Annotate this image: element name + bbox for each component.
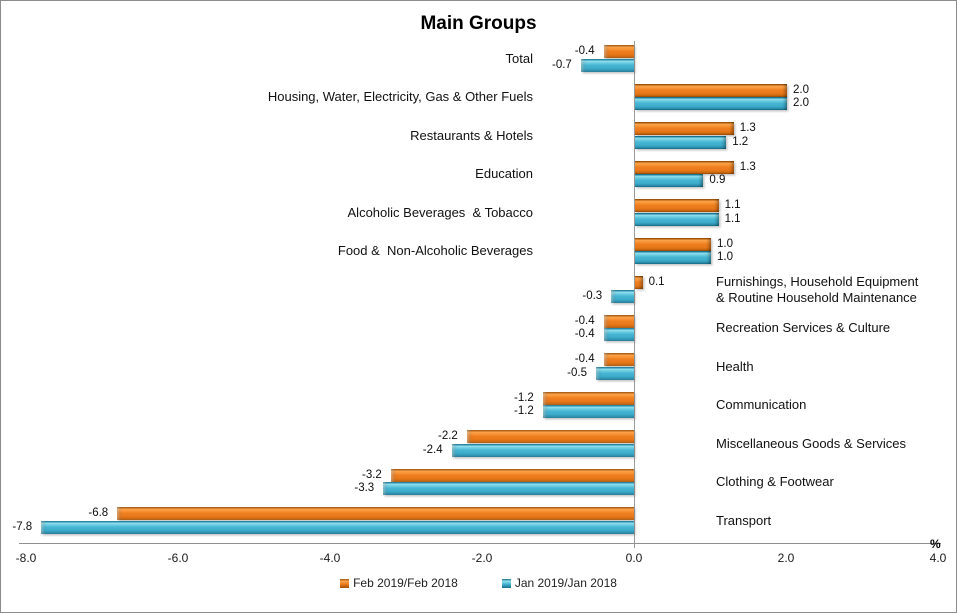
- legend: Feb 2019/Feb 2018 Jan 2019/Jan 2018: [1, 576, 956, 590]
- bar-value-label: -0.5: [567, 366, 587, 379]
- legend-item: Feb 2019/Feb 2018: [340, 576, 458, 590]
- bar-value-label: -3.3: [354, 482, 375, 494]
- x-axis-tick-label: -2.0: [471, 551, 493, 565]
- x-axis-tick-label: -4.0: [319, 551, 341, 565]
- category-label: Housing, Water, Electricity, Gas & Other…: [267, 89, 533, 104]
- x-axis-tick-label: 4.0: [929, 551, 947, 565]
- bar-jan: [603, 328, 634, 341]
- bar-value-label: -6.8: [88, 507, 109, 519]
- bar-value-label: -7.8: [12, 520, 33, 533]
- bar-feb: [603, 45, 634, 58]
- legend-label: Jan 2019/Jan 2018: [514, 576, 617, 590]
- bar-value-label: 2.0: [793, 83, 809, 96]
- bar-feb: [466, 430, 634, 443]
- bar-value-label: 1.2: [732, 135, 749, 148]
- legend-item: Jan 2019/Jan 2018: [501, 576, 617, 590]
- bar-value-label: 2.0: [793, 97, 809, 109]
- bar-jan: [635, 251, 711, 264]
- category-label: Transport: [716, 512, 772, 528]
- x-axis-tick-label: -6.0: [167, 551, 189, 565]
- bar-feb: [635, 276, 643, 289]
- bar-value-label: -2.4: [422, 443, 443, 456]
- bar-value-label: -0.4: [574, 314, 595, 327]
- bar-feb: [635, 122, 734, 135]
- category-label: Education: [475, 166, 533, 181]
- bar-value-label: -0.4: [574, 45, 595, 57]
- legend-swatch-feb: [340, 578, 350, 588]
- bar-value-label: -0.7: [551, 58, 572, 71]
- bar-value-label: -0.4: [574, 353, 595, 365]
- bar-value-label: -0.4: [574, 328, 595, 340]
- bar-value-label: -1.2: [513, 405, 534, 417]
- bar-feb: [635, 83, 787, 97]
- category-label: Total: [505, 50, 533, 66]
- bar-value-label: 1.1: [724, 199, 741, 211]
- legend-label: Feb 2019/Feb 2018: [353, 576, 458, 590]
- category-label: Furnishings, Household Equipment & Routi…: [716, 273, 919, 305]
- bar-jan: [635, 212, 719, 226]
- category-label: Alcoholic Beverages & Tobacco: [347, 204, 533, 220]
- x-axis-tick-label: 2.0: [777, 551, 795, 565]
- bar-value-label: 1.1: [724, 212, 741, 225]
- bar-jan: [41, 520, 634, 534]
- bar-jan: [635, 135, 727, 149]
- bar-value-label: 1.0: [717, 251, 733, 263]
- x-axis-tick-label: -8.0: [15, 551, 37, 565]
- x-axis-tick-label: 0.0: [625, 551, 643, 565]
- bar-value-label: 1.0: [717, 237, 733, 250]
- bar-feb: [390, 468, 634, 482]
- bar-value-label: -2.2: [437, 430, 458, 442]
- bar-feb: [635, 160, 734, 174]
- bar-jan: [611, 289, 634, 303]
- category-label: Communication: [716, 397, 807, 412]
- bar-jan: [635, 174, 704, 187]
- bar-value-label: -3.2: [361, 468, 382, 481]
- bar-value-label: -1.2: [513, 391, 534, 404]
- bar-jan: [383, 482, 634, 495]
- bar-value-label: 0.9: [709, 174, 726, 186]
- bar-feb: [635, 199, 719, 212]
- category-label: Health: [716, 358, 754, 374]
- zero-axis-line: [634, 41, 635, 548]
- category-label: Recreation Services & Culture: [716, 320, 891, 335]
- category-label: Clothing & Footwear: [716, 474, 834, 489]
- bar-jan: [580, 58, 634, 72]
- bar-feb: [542, 391, 634, 405]
- bar-jan: [596, 366, 634, 380]
- category-label: Miscellaneous Goods & Services: [716, 435, 907, 451]
- x-axis-line: [19, 543, 941, 544]
- bar-value-label: 1.3: [739, 122, 756, 134]
- category-label: Food & Non-Alcoholic Beverages: [337, 243, 533, 258]
- bar-jan: [542, 405, 634, 418]
- category-label: Restaurants & Hotels: [410, 127, 533, 143]
- bar-feb: [635, 237, 711, 251]
- bar-feb: [603, 314, 634, 328]
- axis-unit-label: %: [930, 537, 941, 551]
- chart-title: Main Groups: [420, 13, 537, 34]
- bar-value-label: 1.3: [739, 160, 756, 173]
- bar-jan: [451, 443, 634, 457]
- bar-feb: [603, 353, 634, 366]
- bar-value-label: 0.1: [648, 276, 665, 288]
- bar-jan: [635, 97, 787, 110]
- bar-value-label: -0.3: [582, 289, 603, 302]
- bar-feb: [117, 507, 634, 520]
- legend-swatch-jan: [501, 578, 511, 588]
